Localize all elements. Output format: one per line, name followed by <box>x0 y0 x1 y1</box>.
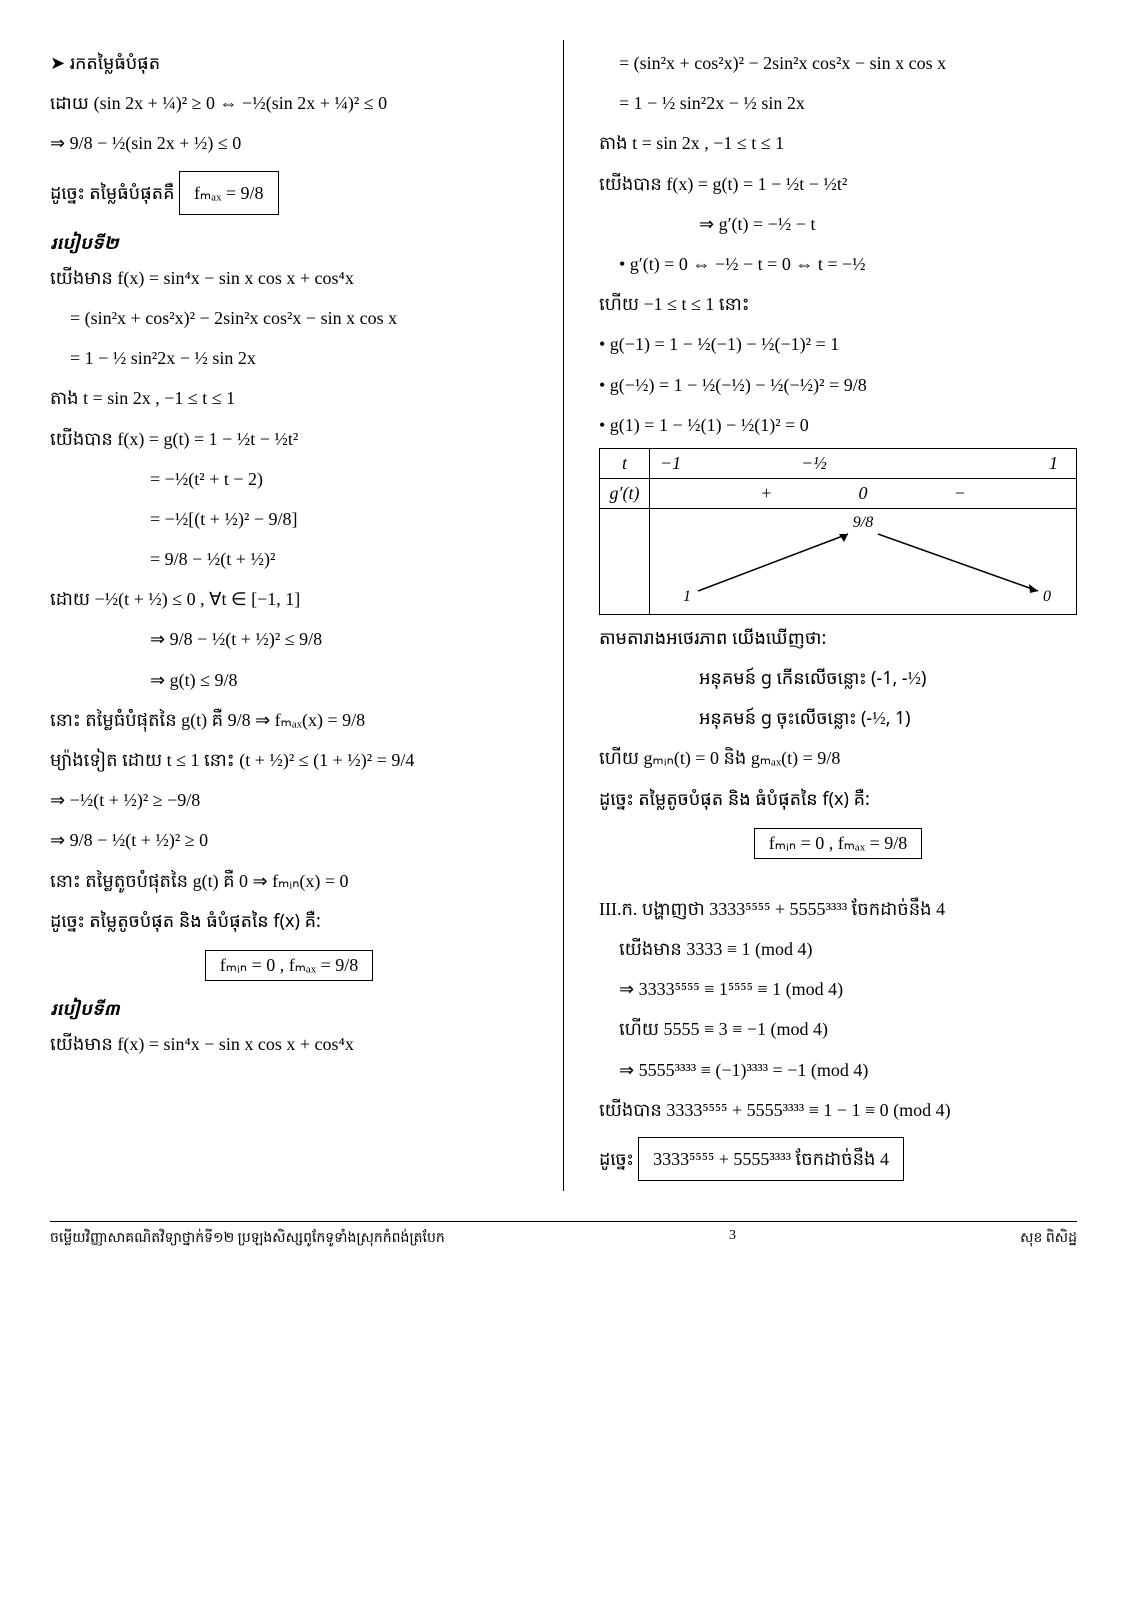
problem-3-title: III.ក. បង្ហាញថា 3333⁵⁵⁵⁵ + 5555³³³³ ចែកដ… <box>599 892 1077 926</box>
method-2-title: របៀបទី២ <box>50 231 528 255</box>
eq-line: = −½(t² + t − 2) <box>50 462 528 496</box>
eq-line: ហើយ 5555 ≡ 3 ≡ −1 (mod 4) <box>599 1012 1077 1046</box>
table-header-gprime: g′(t) <box>600 478 650 508</box>
table-cell: +0− <box>650 478 1077 508</box>
column-divider <box>563 40 564 1191</box>
eq-line: = 9/8 − ½(t + ½)² <box>50 542 528 576</box>
variation-table: t −1−½1 g′(t) +0− 9/8 1 0 <box>599 448 1077 615</box>
svg-text:9/8: 9/8 <box>853 514 873 531</box>
eq-line: ដូច្នេះ តម្លៃតូចបំផុត និង ធំបំផុតនៃ f(x)… <box>50 904 528 938</box>
eq-line: យើងបាន f(x) = g(t) = 1 − ½t − ½t² <box>599 167 1077 201</box>
eq-line: ហើយ −1 ≤ t ≤ 1 នោះ <box>599 287 1077 321</box>
footer-right: សុខ ពិសិដ្ឋ <box>1020 1228 1077 1249</box>
eq-line: តាង t = sin 2x , −1 ≤ t ≤ 1 <box>599 126 1077 160</box>
eq-line: ⇒ g′(t) = −½ − t <box>599 207 1077 241</box>
eq-line: ⇒ 9/8 − ½(t + ½)² ≤ 9/8 <box>50 622 528 656</box>
two-column-layout: រកតម្លៃធំបំផុត ដោយ (sin 2x + ¼)² ≥ 0 ⇔ −… <box>50 40 1077 1191</box>
answer-box: 3333⁵⁵⁵⁵ + 5555³³³³ ចែកដាច់នឹង 4 <box>638 1137 904 1181</box>
answer-box: fₘᵢₙ = 0 , fₘₐₓ = 9/8 <box>754 828 922 859</box>
footer-page-number: 3 <box>729 1228 736 1249</box>
eq-line: នោះ តម្លៃតូចបំផុតនៃ g(t) គឺ 0 ⇒ fₘᵢₙ(x) … <box>50 864 528 898</box>
answer-wrap: fₘᵢₙ = 0 , fₘₐₓ = 9/8 <box>50 946 528 985</box>
eq-line: ⇒ 9/8 − ½(sin 2x + ½) ≤ 0 <box>50 126 528 160</box>
eq-line: ⇒ 5555³³³³ ≡ (−1)³³³³ = −1 (mod 4) <box>599 1053 1077 1087</box>
eq-line: = 1 − ½ sin²2x − ½ sin 2x <box>50 341 528 375</box>
eq-line: យើងបាន f(x) = g(t) = 1 − ½t − ½t² <box>50 422 528 456</box>
eq-line: យើងបាន 3333⁵⁵⁵⁵ + 5555³³³³ ≡ 1 − 1 ≡ 0 (… <box>599 1093 1077 1127</box>
answer-box: fₘₐₓ = 9/8 <box>179 171 279 215</box>
method-3-title: របៀបទី៣ <box>50 997 528 1021</box>
eq-line: ⇒ 9/8 − ½(t + ½)² ≥ 0 <box>50 823 528 857</box>
svg-text:1: 1 <box>683 588 691 605</box>
eq-line: ម្យ៉ាងទៀត ដោយ t ≤ 1 នោះ (t + ½)² ≤ (1 + … <box>50 743 528 777</box>
left-column: រកតម្លៃធំបំផុត ដោយ (sin 2x + ¼)² ≥ 0 ⇔ −… <box>50 40 528 1191</box>
eq-line: • g(1) = 1 − ½(1) − ½(1)² = 0 <box>599 408 1077 442</box>
variation-svg: 9/8 1 0 <box>650 509 1076 609</box>
eq-line: = (sin²x + cos²x)² − 2sin²x cos²x − sin … <box>599 46 1077 80</box>
table-header-blank <box>600 508 650 614</box>
eq-line: = −½[(t + ½)² − 9/8] <box>50 502 528 536</box>
text-line: អនុគមន៍ g ចុះលើចន្លោះ (−½, 1) <box>599 701 1077 735</box>
eq-line: • g′(t) = 0 ⇔ −½ − t = 0 ⇔ t = −½ <box>599 247 1077 281</box>
text-line: អនុគមន៍ g កើនលើចន្លោះ (−1, −½) <box>599 661 1077 695</box>
text-line: ដូច្នេះ តម្លៃតូចបំផុត និង ធំបំផុតនៃ f(x)… <box>599 782 1077 816</box>
page-footer: ចម្លើយវិញ្ញាសាគណិតវិទ្យាថ្នាក់ទី១២ ប្រឡង… <box>50 1221 1077 1249</box>
eq-line: ហើយ gₘᵢₙ(t) = 0 និង gₘₐₓ(t) = 9/8 <box>599 741 1077 775</box>
eq-line: ⇒ 3333⁵⁵⁵⁵ ≡ 1⁵⁵⁵⁵ ≡ 1 (mod 4) <box>599 972 1077 1006</box>
eq-line: តាង t = sin 2x , −1 ≤ t ≤ 1 <box>50 381 528 415</box>
heading-max: រកតម្លៃធំបំផុត <box>50 46 528 80</box>
eq-line: = 1 − ½ sin²2x − ½ sin 2x <box>599 86 1077 120</box>
answer-wrap: fₘᵢₙ = 0 , fₘₐₓ = 9/8 <box>599 824 1077 863</box>
right-column: = (sin²x + cos²x)² − 2sin²x cos²x − sin … <box>599 40 1077 1191</box>
svg-text:0: 0 <box>1043 588 1051 605</box>
eq-line: យើងមាន f(x) = sin⁴x − sin x cos x + cos⁴… <box>50 261 528 295</box>
variation-arrows-cell: 9/8 1 0 <box>650 508 1077 614</box>
result-line: ដូច្នេះ តម្លៃធំបំផុតគឺ fₘₐₓ = 9/8 <box>50 167 528 219</box>
text-line: តាមតារាងអថេរភាព យើងឃើញថា: <box>599 621 1077 655</box>
table-cell: −1−½1 <box>650 448 1077 478</box>
eq-line: យើងមាន f(x) = sin⁴x − sin x cos x + cos⁴… <box>50 1027 528 1061</box>
eq-line: • g(−1) = 1 − ½(−1) − ½(−1)² = 1 <box>599 327 1077 361</box>
footer-left: ចម្លើយវិញ្ញាសាគណិតវិទ្យាថ្នាក់ទី១២ ប្រឡង… <box>50 1228 445 1249</box>
eq-line: = (sin²x + cos²x)² − 2sin²x cos²x − sin … <box>50 301 528 335</box>
eq-line: ដោយ −½(t + ½) ≤ 0 , ∀t ∈ [−1, 1] <box>50 582 528 616</box>
table-header-t: t <box>600 448 650 478</box>
result-line: ដូច្នេះ 3333⁵⁵⁵⁵ + 5555³³³³ ចែកដាច់នឹង 4 <box>599 1133 1077 1185</box>
answer-box: fₘᵢₙ = 0 , fₘₐₓ = 9/8 <box>205 950 373 981</box>
eq-line: យើងមាន 3333 ≡ 1 (mod 4) <box>599 932 1077 966</box>
eq-line: ⇒ −½(t + ½)² ≥ −9/8 <box>50 783 528 817</box>
eq-line: ⇒ g(t) ≤ 9/8 <box>50 663 528 697</box>
eq-line: នោះ តម្លៃធំបំផុតនៃ g(t) គឺ 9/8 ⇒ fₘₐₓ(x)… <box>50 703 528 737</box>
eq-line: • g(−½) = 1 − ½(−½) − ½(−½)² = 9/8 <box>599 368 1077 402</box>
eq-line: ដោយ (sin 2x + ¼)² ≥ 0 ⇔ −½(sin 2x + ¼)² … <box>50 86 528 120</box>
